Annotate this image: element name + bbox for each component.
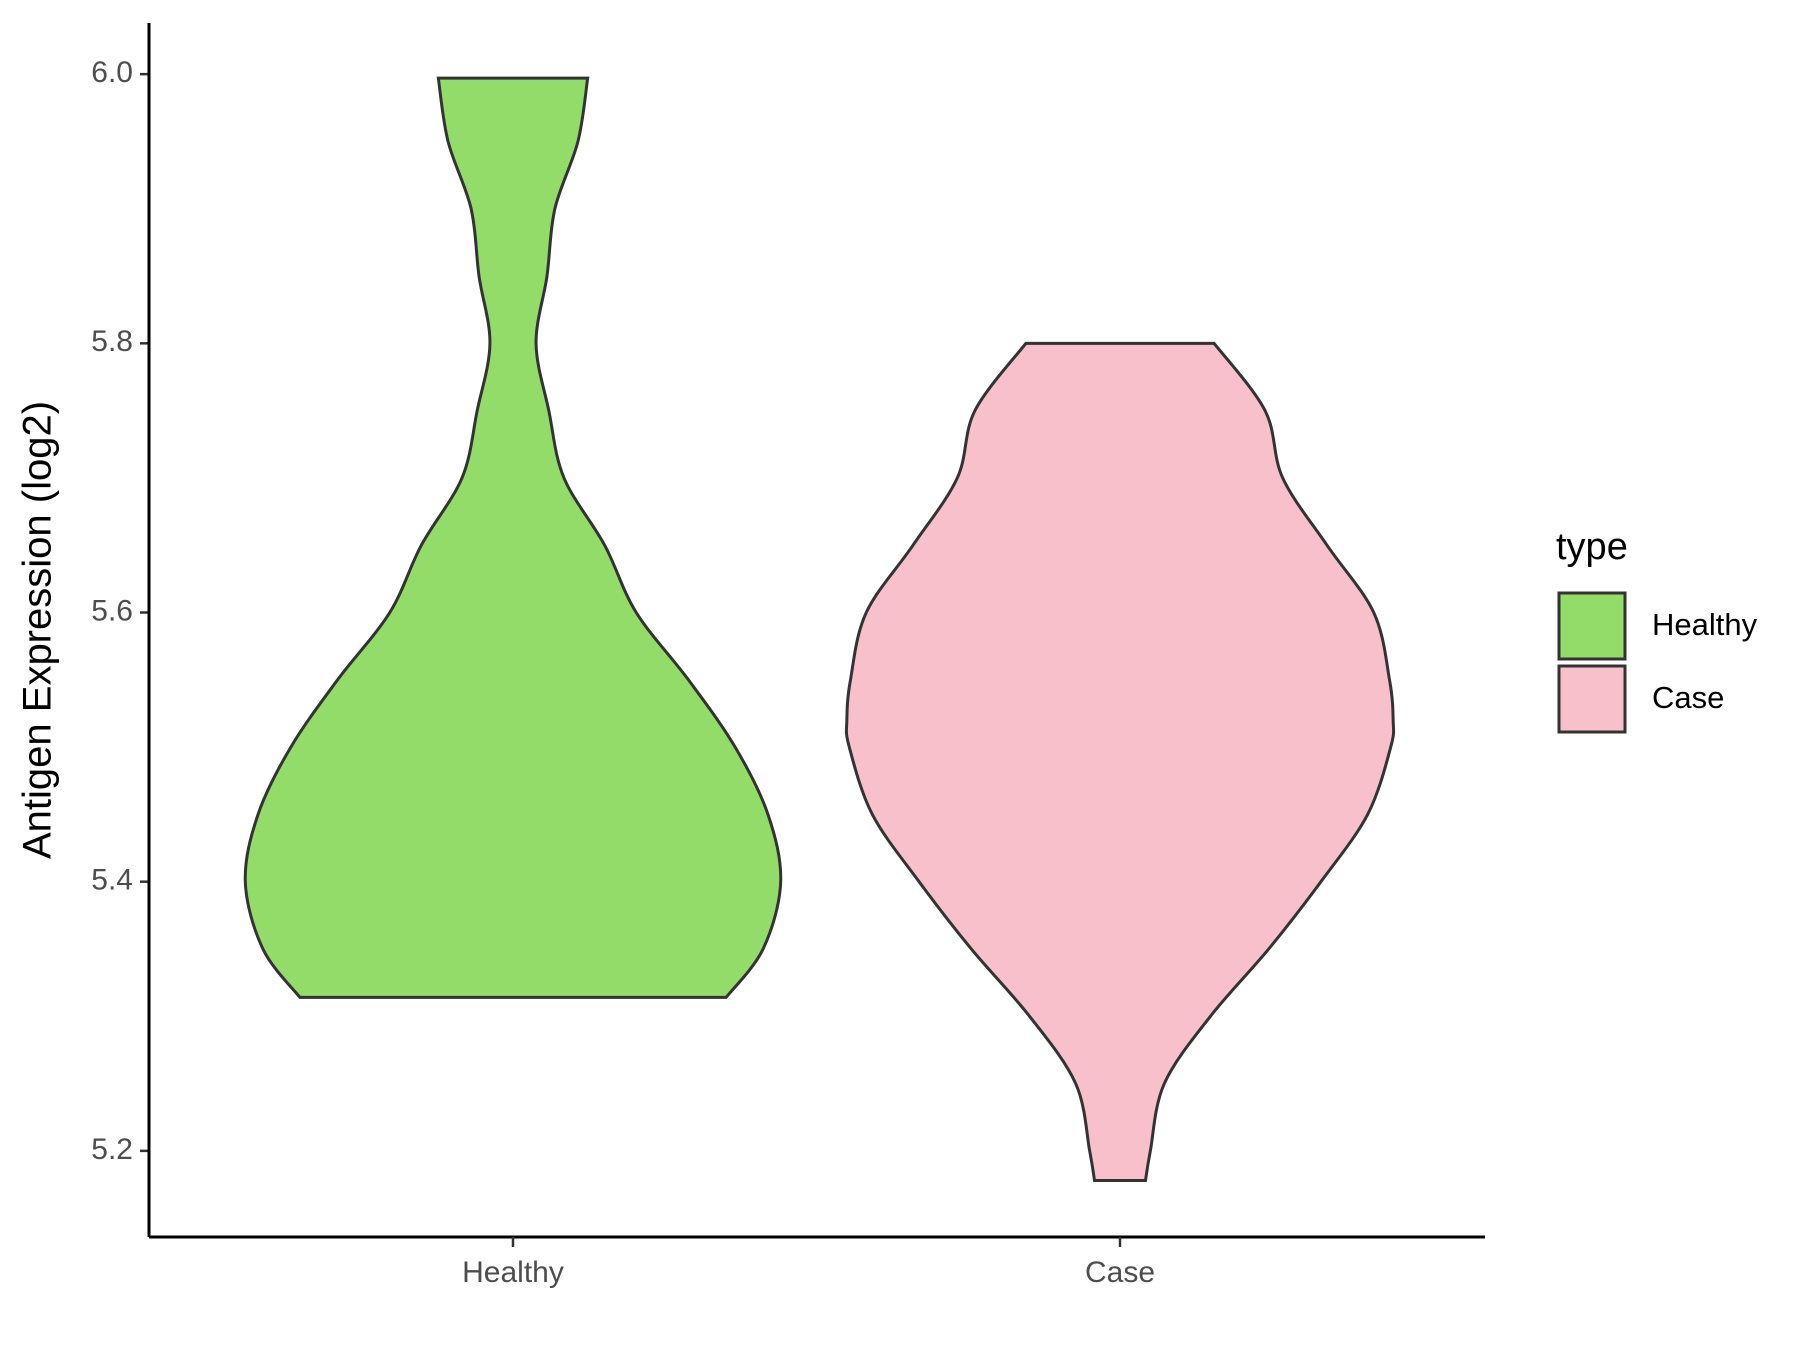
violin [243, 76, 783, 999]
x-tick-label: Case [1085, 1256, 1155, 1289]
legend-label: Case [1652, 680, 1724, 715]
legend-key [1557, 591, 1627, 661]
y-tick-label: 5.8 [91, 325, 133, 358]
y-tick-label: 5.6 [91, 594, 133, 627]
y-tick-label: 5.4 [91, 864, 133, 897]
violin [844, 341, 1396, 1182]
y-axis-title: Antigen Expression (log2) [16, 401, 60, 859]
legend-label: Healthy [1652, 607, 1758, 642]
x-tick-label: Healthy [462, 1256, 564, 1289]
legend-title: type [1556, 526, 1628, 568]
legend-key [1557, 664, 1627, 734]
y-tick-label: 6.0 [91, 56, 133, 89]
y-tick-label: 5.2 [91, 1133, 133, 1166]
